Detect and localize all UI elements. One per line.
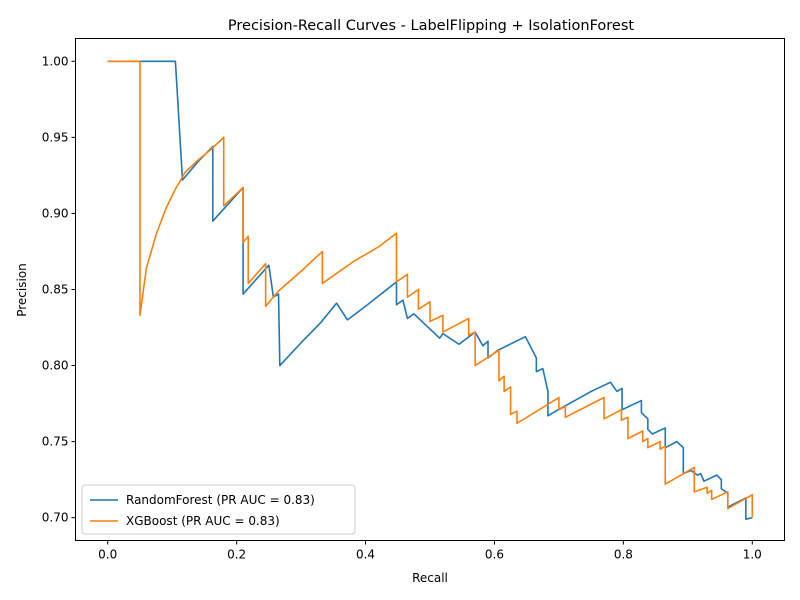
legend-label: XGBoost (PR AUC = 0.83) (126, 514, 280, 528)
series-layer (107, 60, 754, 521)
chart-title: Precision-Recall Curves - LabelFlipping … (228, 18, 634, 34)
x-axis-label: Recall (412, 571, 448, 585)
x-axis: 0.0 0.2 0.4 0.6 0.8 1.0 (98, 540, 762, 562)
x-tick-label: 0.4 (356, 548, 375, 562)
y-tick-label: 0.75 (42, 435, 69, 449)
x-tick-label: 0.0 (98, 548, 117, 562)
y-tick-label: 1.00 (42, 54, 69, 68)
x-tick-label: 0.2 (227, 548, 246, 562)
y-axis-label: Precision (15, 263, 29, 317)
plot-frame (75, 38, 785, 541)
legend: RandomForest (PR AUC = 0.83) XGBoost (PR … (81, 484, 356, 535)
y-tick-label: 0.95 (42, 130, 69, 144)
y-tick-label: 0.80 (42, 359, 69, 373)
series-line-randomforest (107, 60, 753, 521)
x-tick-label: 0.6 (485, 548, 504, 562)
series-line-xgboost (107, 60, 754, 518)
y-tick-label: 0.90 (42, 206, 69, 220)
y-tick-label: 0.70 (42, 511, 69, 525)
x-tick-label: 0.8 (614, 548, 633, 562)
plot-area (75, 38, 785, 541)
legend-label: RandomForest (PR AUC = 0.83) (126, 493, 315, 507)
y-axis: 0.70 0.75 0.80 0.85 0.90 0.95 1.00 (42, 54, 76, 525)
y-tick-label: 0.85 (42, 283, 69, 297)
legend-frame (81, 484, 356, 535)
x-tick-label: 1.0 (743, 548, 762, 562)
